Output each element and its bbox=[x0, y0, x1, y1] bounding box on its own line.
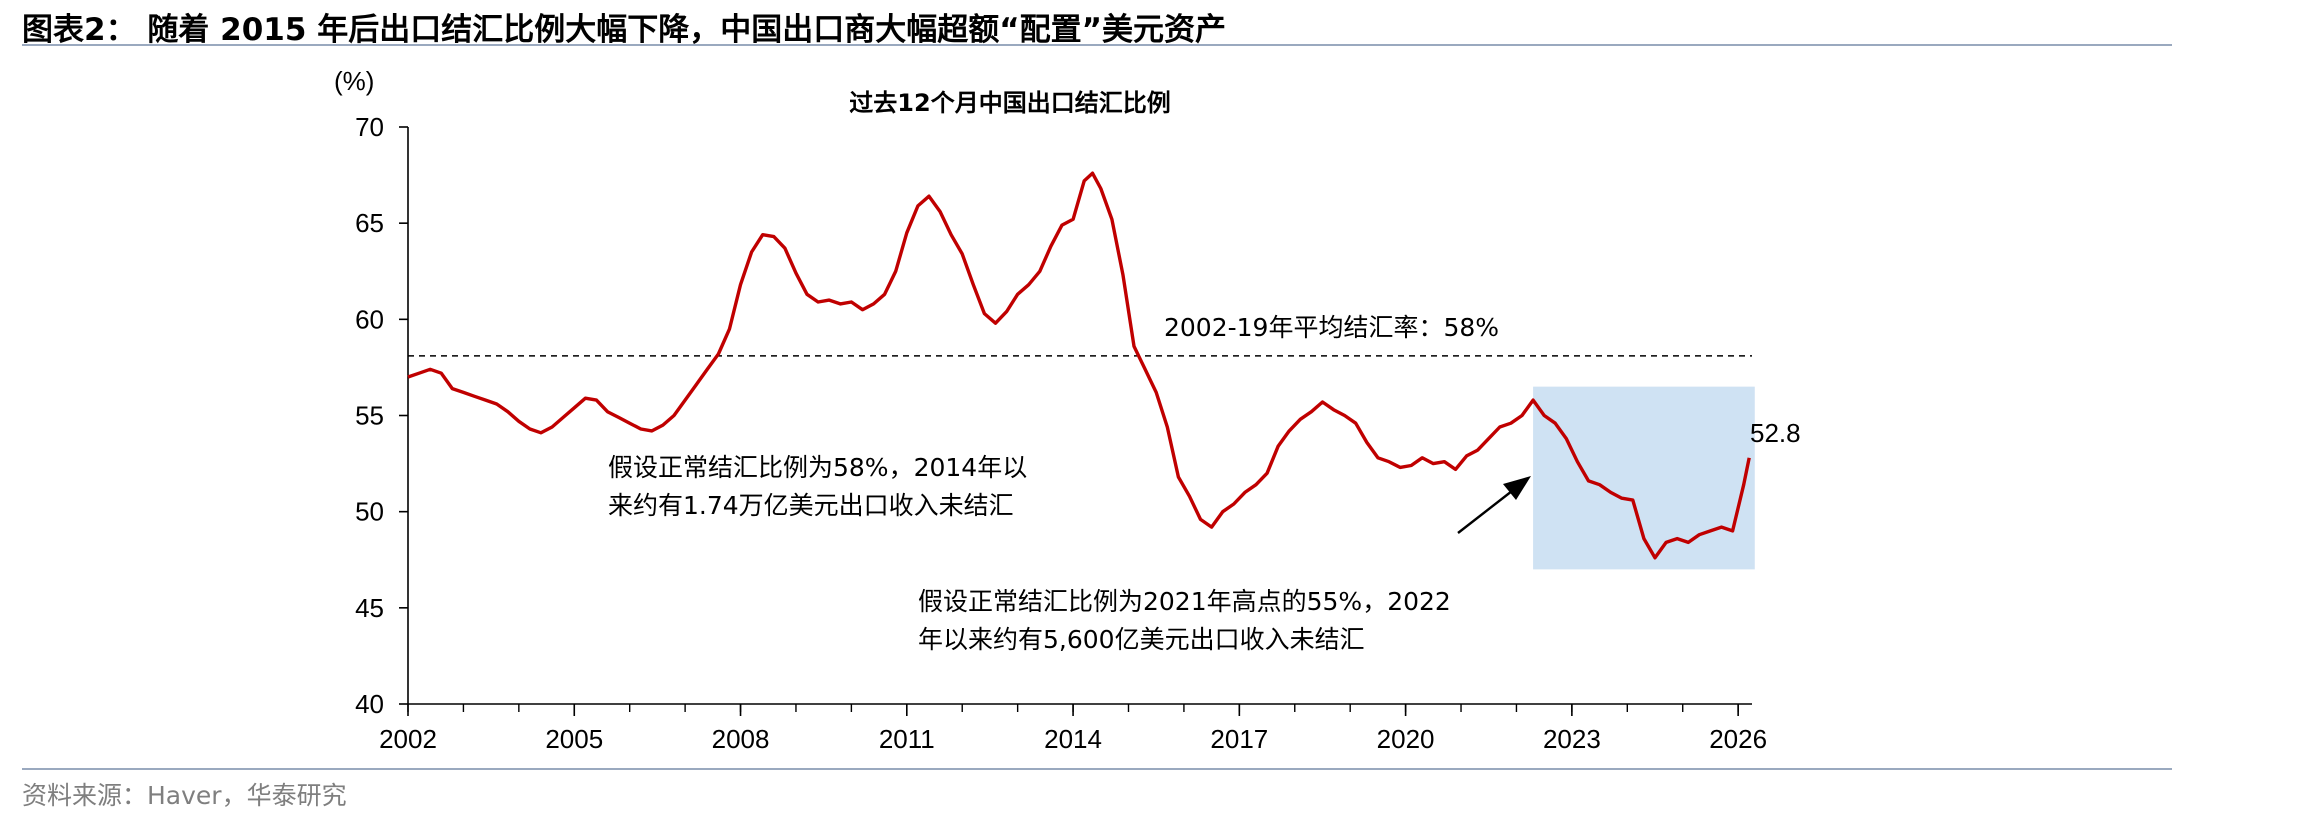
y-axis: 40 45 50 55 60 65 70 bbox=[355, 112, 409, 719]
figure-title: 图表2： 随着 2015 年后出口结汇比例大幅下降，中国出口商大幅超额“配置”美… bbox=[22, 12, 1226, 48]
annotation-1-line-1: 假设正常结汇比例为58%，2014年以 bbox=[608, 453, 1027, 482]
y-tick-label: 55 bbox=[355, 401, 384, 431]
annotation-arrow bbox=[1457, 476, 1531, 534]
annotation-2: 假设正常结汇比例为2021年高点的55%，2022 年以来约有5,600亿美元出… bbox=[918, 587, 1451, 654]
y-tick-label: 60 bbox=[355, 304, 384, 334]
chart-title: 过去12个月中国出口结汇比例 bbox=[849, 89, 1170, 117]
annotation-2-line-1: 假设正常结汇比例为2021年高点的55%，2022 bbox=[918, 587, 1451, 616]
x-tick-label: 2002 bbox=[379, 724, 437, 754]
y-tick-label: 40 bbox=[355, 689, 384, 719]
y-tick-label: 50 bbox=[355, 497, 384, 527]
bottom-divider bbox=[22, 768, 2172, 770]
x-tick-label: 2023 bbox=[1543, 724, 1601, 754]
annotation-1: 假设正常结汇比例为58%，2014年以 来约有1.74万亿美元出口收入未结汇 bbox=[608, 453, 1027, 520]
y-tick-label: 45 bbox=[355, 593, 384, 623]
y-axis-unit: (%) bbox=[334, 66, 374, 96]
annotation-2-line-2: 年以来约有5,600亿美元出口收入未结汇 bbox=[918, 625, 1365, 654]
x-tick-label: 2014 bbox=[1044, 724, 1102, 754]
x-tick-label: 2020 bbox=[1377, 724, 1435, 754]
x-tick-label: 2011 bbox=[879, 724, 935, 754]
source-note: 资料来源：Haver，华泰研究 bbox=[22, 781, 347, 810]
x-tick-label: 2005 bbox=[545, 724, 603, 754]
x-tick-label: 2017 bbox=[1210, 724, 1268, 754]
top-divider bbox=[22, 44, 2172, 46]
y-tick-label: 65 bbox=[355, 208, 384, 238]
reference-line-label: 2002-19年平均结汇率：58% bbox=[1164, 313, 1499, 342]
series-line bbox=[407, 171, 1751, 560]
x-tick-label: 2026 bbox=[1709, 724, 1767, 754]
x-axis: 2002 2005 2008 2011 2014 2017 2020 2023 2026 bbox=[379, 703, 1767, 754]
x-tick-label: 2008 bbox=[712, 724, 770, 754]
y-tick-label: 70 bbox=[355, 112, 384, 142]
annotation-1-line-2: 来约有1.74万亿美元出口收入未结汇 bbox=[608, 491, 1014, 520]
last-value-label: 52.8 bbox=[1750, 418, 1801, 448]
